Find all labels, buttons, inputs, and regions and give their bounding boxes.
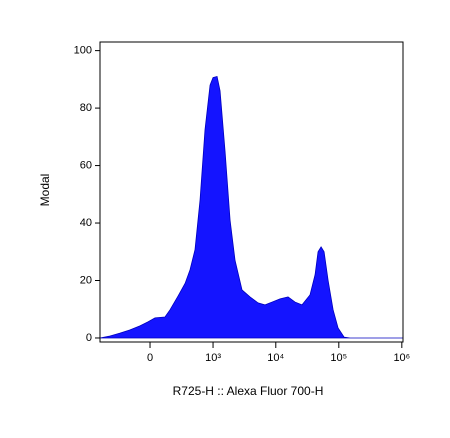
x-tick-label: 10⁴ [267,352,284,364]
y-tick-label: 20 [80,274,92,286]
x-tick-label: 10³ [205,352,221,364]
x-tick-label: 10⁵ [330,352,347,364]
y-tick-label: 0 [86,332,92,344]
y-tick-label: 80 [80,102,92,114]
x-tick-label: 0 [147,352,153,364]
x-axis-label: R725-H :: Alexa Fluor 700-H [173,384,324,398]
y-tick-label: 40 [80,217,92,229]
x-tick-label: 10⁶ [393,352,410,364]
histogram-area [99,75,404,339]
y-tick-label: 100 [74,45,92,57]
plot-frame [99,41,404,343]
y-axis-label: Modal [38,174,52,207]
y-tick-label: 60 [80,159,92,171]
